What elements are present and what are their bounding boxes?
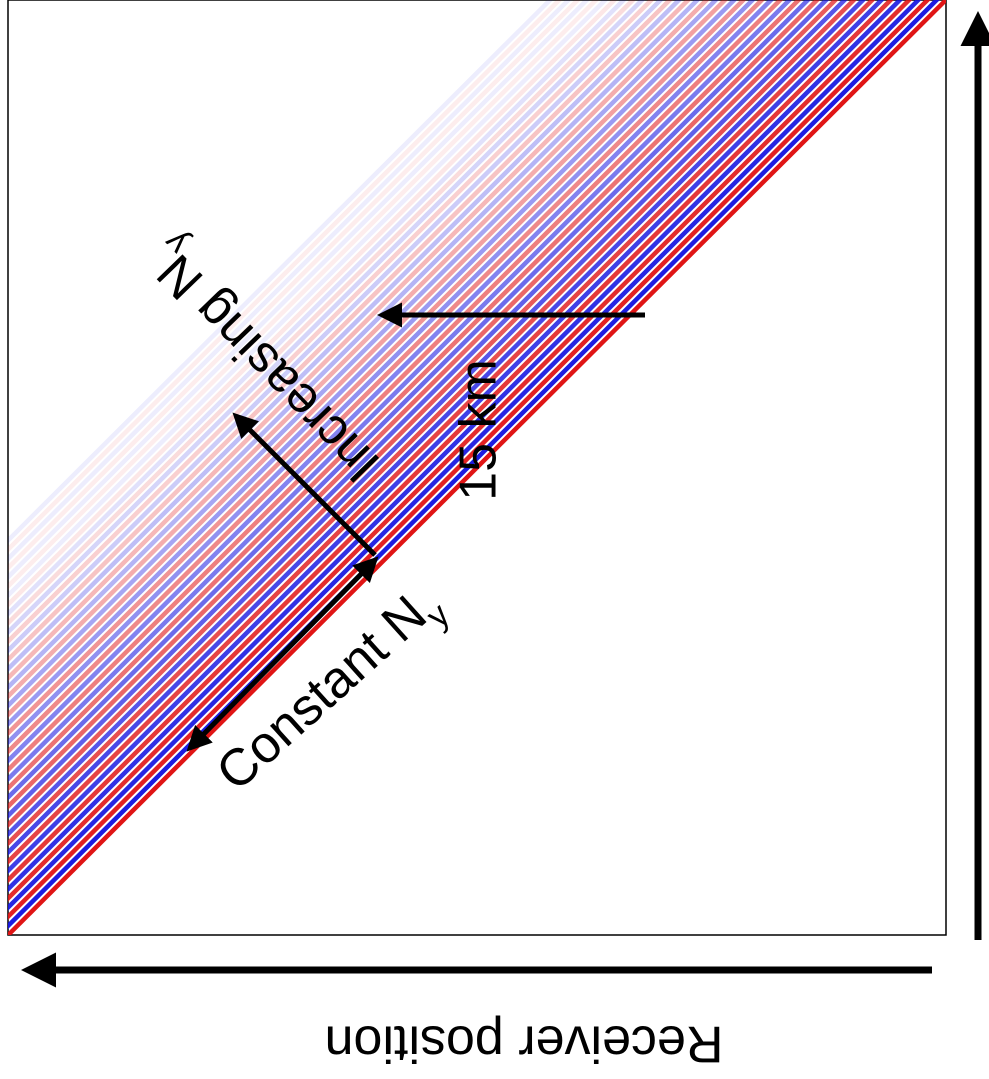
axis-label: Receiver position	[325, 1014, 724, 1072]
wave-stripe	[8, 0, 894, 884]
wave-stripe	[8, 0, 692, 682]
wave-stripe	[8, 0, 784, 774]
wave-stripe	[8, 0, 848, 838]
wave-stripe	[8, 0, 591, 581]
wave-stripe	[8, 0, 563, 553]
wave-stripe	[8, 0, 946, 935]
wave-stripe	[8, 0, 922, 911]
wave-stripe	[8, 0, 683, 673]
wave-stripe	[8, 0, 747, 737]
wave-stripe	[8, 0, 664, 654]
wave-stripe	[8, 0, 609, 599]
wave-stripe	[8, 0, 830, 819]
wave-stripe	[8, 0, 802, 792]
wave-stripe	[8, 0, 627, 618]
increasing-arrow	[232, 412, 377, 557]
wave-stripe	[8, 0, 600, 590]
wave-stripe	[8, 0, 821, 810]
distance-label: 15 km	[450, 359, 508, 501]
wave-stripe	[8, 0, 931, 920]
wave-stripe	[8, 0, 904, 893]
wave-stripe	[8, 0, 765, 755]
wave-stripe	[8, 0, 793, 783]
wave-stripe	[8, 0, 581, 572]
wave-stripe	[8, 0, 673, 663]
wave-stripe	[8, 0, 572, 562]
wave-stripe	[8, 0, 775, 764]
wave-stripe	[8, 0, 710, 700]
wave-stripe	[8, 0, 913, 902]
wave-stripe	[8, 0, 729, 719]
wave-stripe	[8, 0, 637, 627]
wave-stripe	[8, 0, 719, 709]
wave-stripe	[8, 0, 876, 865]
wave-stripe	[8, 0, 554, 544]
wave-stripe	[8, 0, 618, 608]
wave-stripe	[8, 0, 655, 645]
wave-stripe	[8, 0, 738, 728]
wave-stripe	[8, 0, 701, 691]
constant-arrow	[186, 556, 379, 752]
wavefield	[8, 0, 946, 935]
wave-stripe	[8, 0, 867, 856]
wave-stripe	[8, 0, 646, 636]
wave-stripe	[8, 0, 885, 875]
wave-stripe	[8, 0, 756, 746]
wave-stripe	[8, 0, 858, 847]
wave-stripe	[8, 0, 811, 801]
wave-stripe	[8, 0, 839, 829]
wave-stripe	[8, 0, 940, 930]
